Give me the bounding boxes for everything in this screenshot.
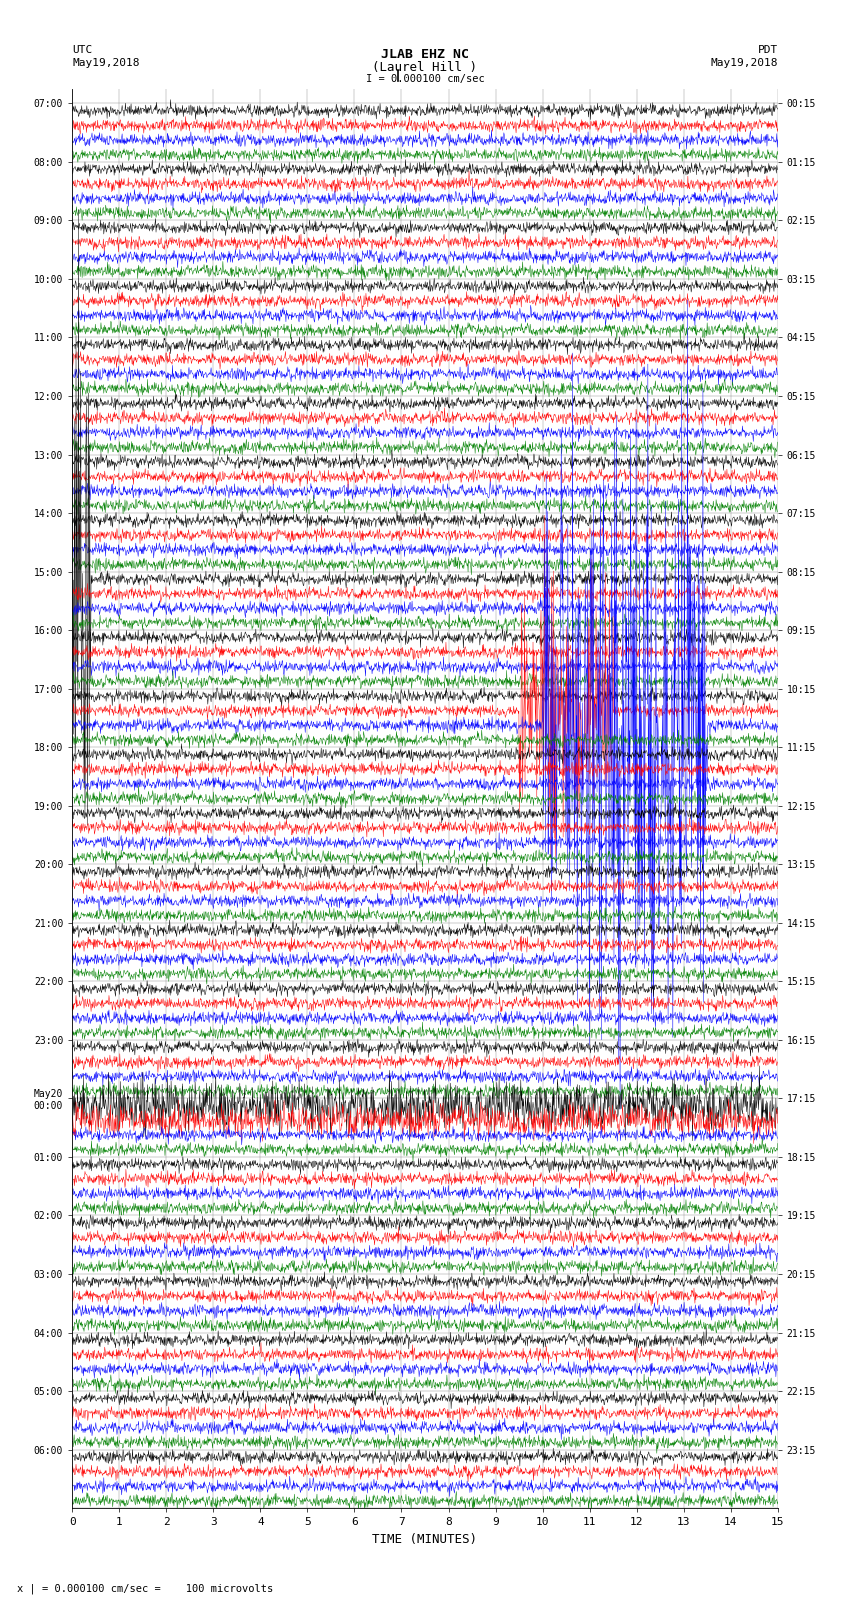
Text: x | = 0.000100 cm/sec =    100 microvolts: x | = 0.000100 cm/sec = 100 microvolts	[17, 1582, 273, 1594]
Text: JLAB EHZ NC: JLAB EHZ NC	[381, 48, 469, 61]
Text: UTC: UTC	[72, 45, 93, 55]
Text: May19,2018: May19,2018	[72, 58, 139, 68]
Text: PDT: PDT	[757, 45, 778, 55]
Text: I = 0.000100 cm/sec: I = 0.000100 cm/sec	[366, 74, 484, 84]
Text: May19,2018: May19,2018	[711, 58, 778, 68]
X-axis label: TIME (MINUTES): TIME (MINUTES)	[372, 1532, 478, 1545]
Text: (Laurel Hill ): (Laurel Hill )	[372, 61, 478, 74]
